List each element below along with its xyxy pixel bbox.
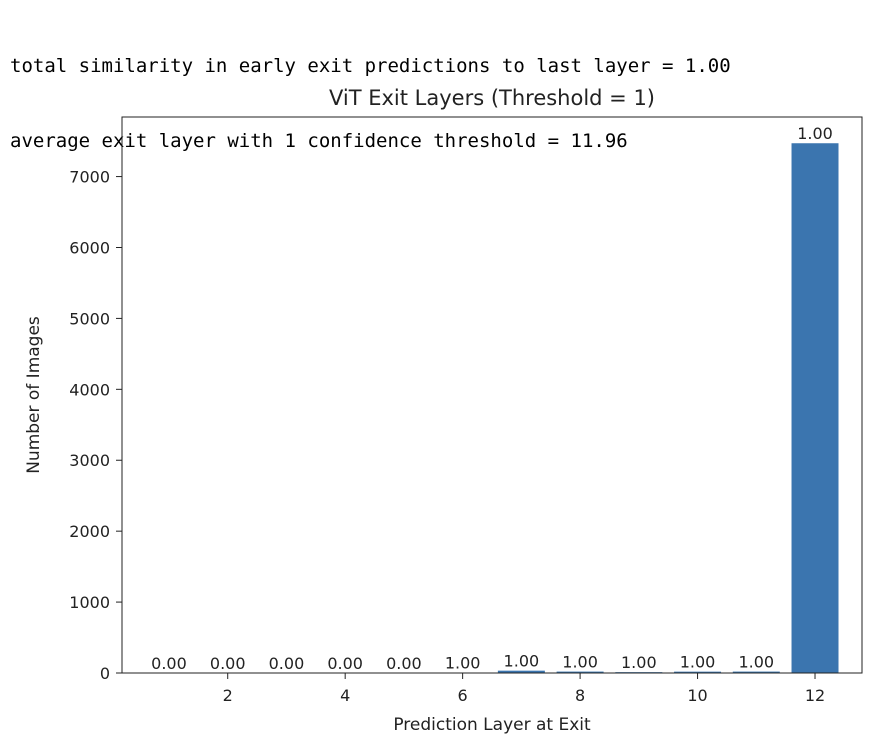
y-tick-label: 6000 [69,238,110,257]
bar-layer-12 [791,143,839,673]
bars-group [439,143,839,673]
x-tick-label: 8 [575,686,585,705]
plot-frame [121,116,863,674]
x-axis: 2 4 6 8 10 12 [223,673,825,705]
x-tick-label: 4 [340,686,350,705]
console-line-similarity: total similarity in early exit predictio… [10,55,731,77]
y-axis: 0 1000 2000 3000 4000 5000 6000 7000 [69,168,122,683]
y-tick-label: 1000 [69,593,110,612]
bar-label-layer-8: 1.00 [562,653,598,672]
y-axis-label: Number of Images [24,316,44,474]
bar-label-layer-2: 0.00 [210,654,246,673]
x-tick-label: 2 [223,686,233,705]
x-axis-label: Prediction Layer at Exit [393,715,591,735]
x-tick-label: 10 [687,686,707,705]
bar-layer-7 [497,670,545,673]
y-tick-label: 3000 [69,451,110,470]
bar-label-layer-7: 1.00 [504,652,540,671]
y-tick-label: 5000 [69,309,110,328]
bar-label-layer-1: 0.00 [151,654,187,673]
bar-label-layer-11: 1.00 [738,653,774,672]
x-tick-label: 12 [805,686,825,705]
bar-label-layer-3: 0.00 [269,654,305,673]
bar-labels-group: 0.00 0.00 0.00 0.00 0.00 1.00 1.00 1.00 1.00 1.00… [151,124,833,673]
y-tick-label: 2000 [69,522,110,541]
console-line-exit-layer: average exit layer with 1 confidence thr… [10,130,628,152]
chart-title: ViT Exit Layers (Threshold = 1) [329,86,655,110]
bar-label-layer-4: 0.00 [327,654,363,673]
bar-label-layer-10: 1.00 [680,653,716,672]
bar-layer-10 [674,671,722,673]
y-tick-label: 4000 [69,380,110,399]
bar-layer-8 [556,671,604,673]
y-tick-label: 7000 [69,168,110,187]
y-tick-label: 0 [100,664,110,683]
x-tick-label: 6 [458,686,468,705]
bar-label-layer-6: 1.00 [445,654,481,673]
console-output: total similarity in early exit predictio… [10,4,731,179]
bar-layer-11 [732,671,780,673]
bar-label-layer-9: 1.00 [621,653,657,672]
bar-label-layer-5: 0.00 [386,654,422,673]
bar-label-layer-12: 1.00 [797,124,833,143]
